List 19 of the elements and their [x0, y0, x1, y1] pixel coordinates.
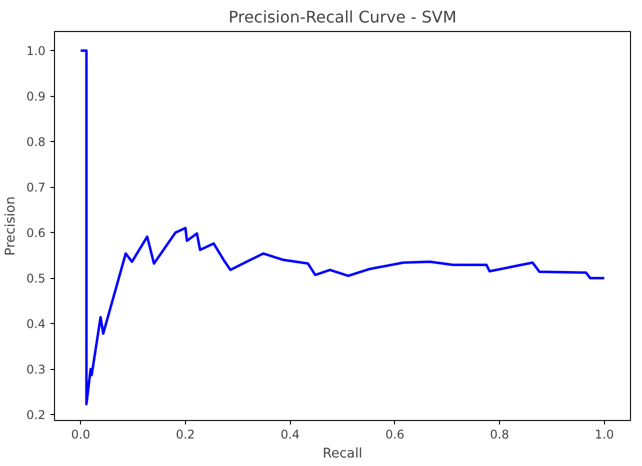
x-tick-label: 0.4 [280, 428, 300, 442]
x-tick-label: 0.8 [490, 428, 510, 442]
y-tick-label: 0.5 [26, 272, 46, 286]
x-tick-label: 0.6 [385, 428, 404, 442]
y-tick-label: 0.4 [26, 317, 46, 332]
y-tick-label: 0.3 [26, 362, 46, 377]
y-tick-label: 0.6 [26, 226, 46, 240]
y-tick-label: 0.7 [26, 180, 46, 195]
x-tick-label: 0.2 [176, 428, 195, 442]
line-series [79, 49, 606, 406]
y-tick-label: 0.9 [26, 90, 46, 104]
x-tick-label: 1.0 [594, 428, 614, 442]
x-tick-label: 0.0 [71, 428, 90, 442]
y-tick-label: 0.8 [26, 135, 46, 150]
chart-title: Precision-Recall Curve - SVM [228, 8, 457, 26]
y-tick-label: 0.2 [26, 408, 46, 422]
y-axis-title: Precision [3, 196, 18, 256]
x-axis-title: Recall [322, 446, 362, 462]
y-tick-label: 1.0 [26, 44, 46, 58]
